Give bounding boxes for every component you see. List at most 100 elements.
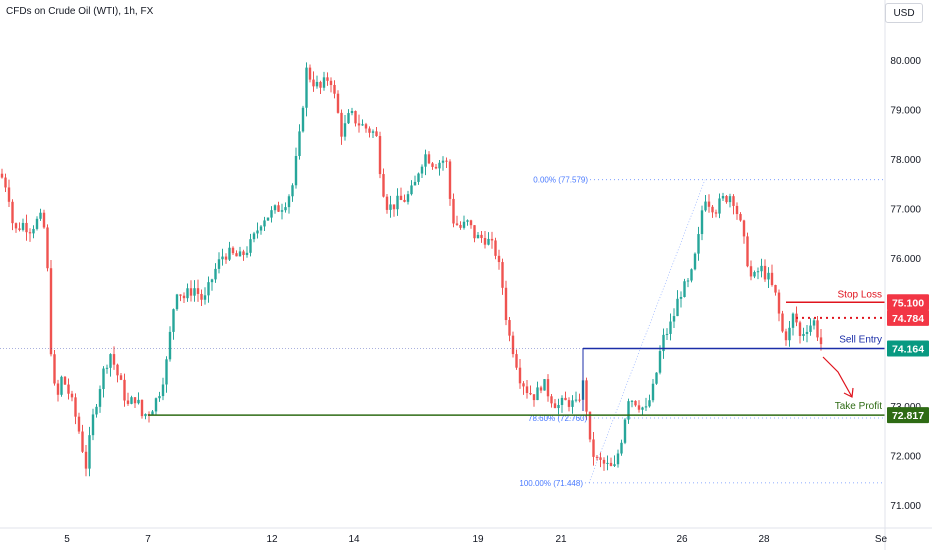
candle-body (336, 93, 340, 113)
candle-body (151, 411, 154, 416)
candle-down (588, 411, 592, 443)
x-tick-label: 14 (348, 534, 360, 545)
candle-down (473, 225, 476, 243)
candle-up (756, 267, 760, 280)
candle-up (676, 290, 679, 317)
candle-down (67, 378, 70, 400)
candle-body (578, 399, 581, 401)
candle-up (697, 226, 700, 261)
x-tick-label: Se (875, 534, 888, 545)
candle-body (781, 313, 784, 332)
candle-up (760, 258, 763, 278)
candle-up (704, 195, 707, 212)
candle-down (277, 201, 280, 213)
candle-body (511, 335, 515, 355)
candle-body (420, 166, 424, 174)
x-tick-label: 28 (758, 534, 770, 545)
price-badge[interactable]: 72.817 (887, 407, 929, 424)
candle-body (816, 320, 819, 338)
candle-up (168, 326, 172, 362)
sell-entry-label: Sell Entry (839, 335, 882, 346)
candle-down (732, 194, 735, 215)
candle-up (161, 377, 165, 401)
candle-up (424, 149, 427, 176)
candle-up (613, 455, 616, 467)
candle-body (67, 384, 70, 394)
candle-down (553, 398, 557, 409)
candle-body (756, 271, 760, 273)
candle-body (35, 218, 39, 229)
candle-body (725, 196, 728, 203)
candle-body (487, 238, 490, 245)
candle-body (347, 113, 350, 124)
candle-down (123, 373, 126, 407)
candle-down (539, 385, 543, 394)
candle-up (214, 263, 217, 283)
y-tick-label: 71.000 (890, 501, 921, 512)
candle-up (812, 318, 816, 330)
candle-body (189, 288, 193, 296)
candle-body (693, 253, 697, 270)
candle-body (735, 205, 739, 215)
candle-body (210, 279, 214, 283)
candle-body (60, 376, 63, 395)
price-badge[interactable]: 74.164 (887, 340, 929, 357)
candle-down (235, 250, 238, 257)
candle-down (525, 379, 529, 399)
candle-down (749, 260, 753, 281)
candle-up (466, 219, 469, 226)
time-axis[interactable]: 5 7 12 14 19 21 26 28 Se (0, 527, 932, 545)
x-tick-label: 5 (64, 534, 70, 545)
candle-body (242, 251, 245, 255)
candle-down (403, 194, 406, 203)
price-axis[interactable]: 71.00072.00073.00075.00076.00077.00078.0… (884, 0, 929, 550)
candle-up (263, 216, 266, 231)
candle-body (760, 265, 763, 272)
candle-down (445, 157, 448, 169)
candle-body (641, 407, 644, 410)
candle-down (739, 212, 742, 222)
candle-up (91, 408, 95, 441)
candle-up (753, 270, 756, 279)
candle-body (49, 268, 53, 355)
candle-body (637, 405, 641, 410)
candle-body (319, 81, 322, 88)
currency-button[interactable]: USD (885, 3, 923, 23)
candle-up (641, 406, 644, 416)
candle-body (168, 331, 172, 360)
candle-down (329, 77, 333, 93)
candle-body (546, 379, 550, 397)
candle-body (116, 364, 119, 376)
candle-up (130, 395, 133, 405)
candle-down (18, 222, 21, 232)
candle-down (42, 209, 46, 229)
candle-down (578, 393, 581, 403)
candle-up (315, 75, 319, 89)
candle-body (392, 204, 396, 210)
candle-body (676, 298, 679, 317)
candle-down (357, 114, 361, 133)
candle-down (511, 331, 515, 358)
candle-body (396, 195, 399, 210)
candle-body (599, 457, 602, 460)
candle-body (91, 414, 95, 436)
candle-up (287, 194, 291, 214)
candle-body (231, 247, 235, 254)
candle-body (228, 247, 231, 260)
candle-down (133, 397, 137, 409)
candle-body (224, 256, 228, 260)
candle-body (291, 185, 294, 197)
candle-body (18, 228, 21, 230)
arrow-head-icon (843, 387, 854, 398)
candle-body (249, 239, 252, 253)
price-badge[interactable]: 75.100 (887, 294, 929, 311)
candle-body (819, 337, 823, 345)
candle-down (77, 412, 81, 434)
candle-body (270, 210, 273, 218)
price-badge[interactable]: 74.784 (887, 309, 929, 326)
candle-down (119, 372, 123, 381)
candle-body (81, 431, 84, 452)
candle-body (606, 462, 609, 464)
candle-body (441, 160, 445, 163)
